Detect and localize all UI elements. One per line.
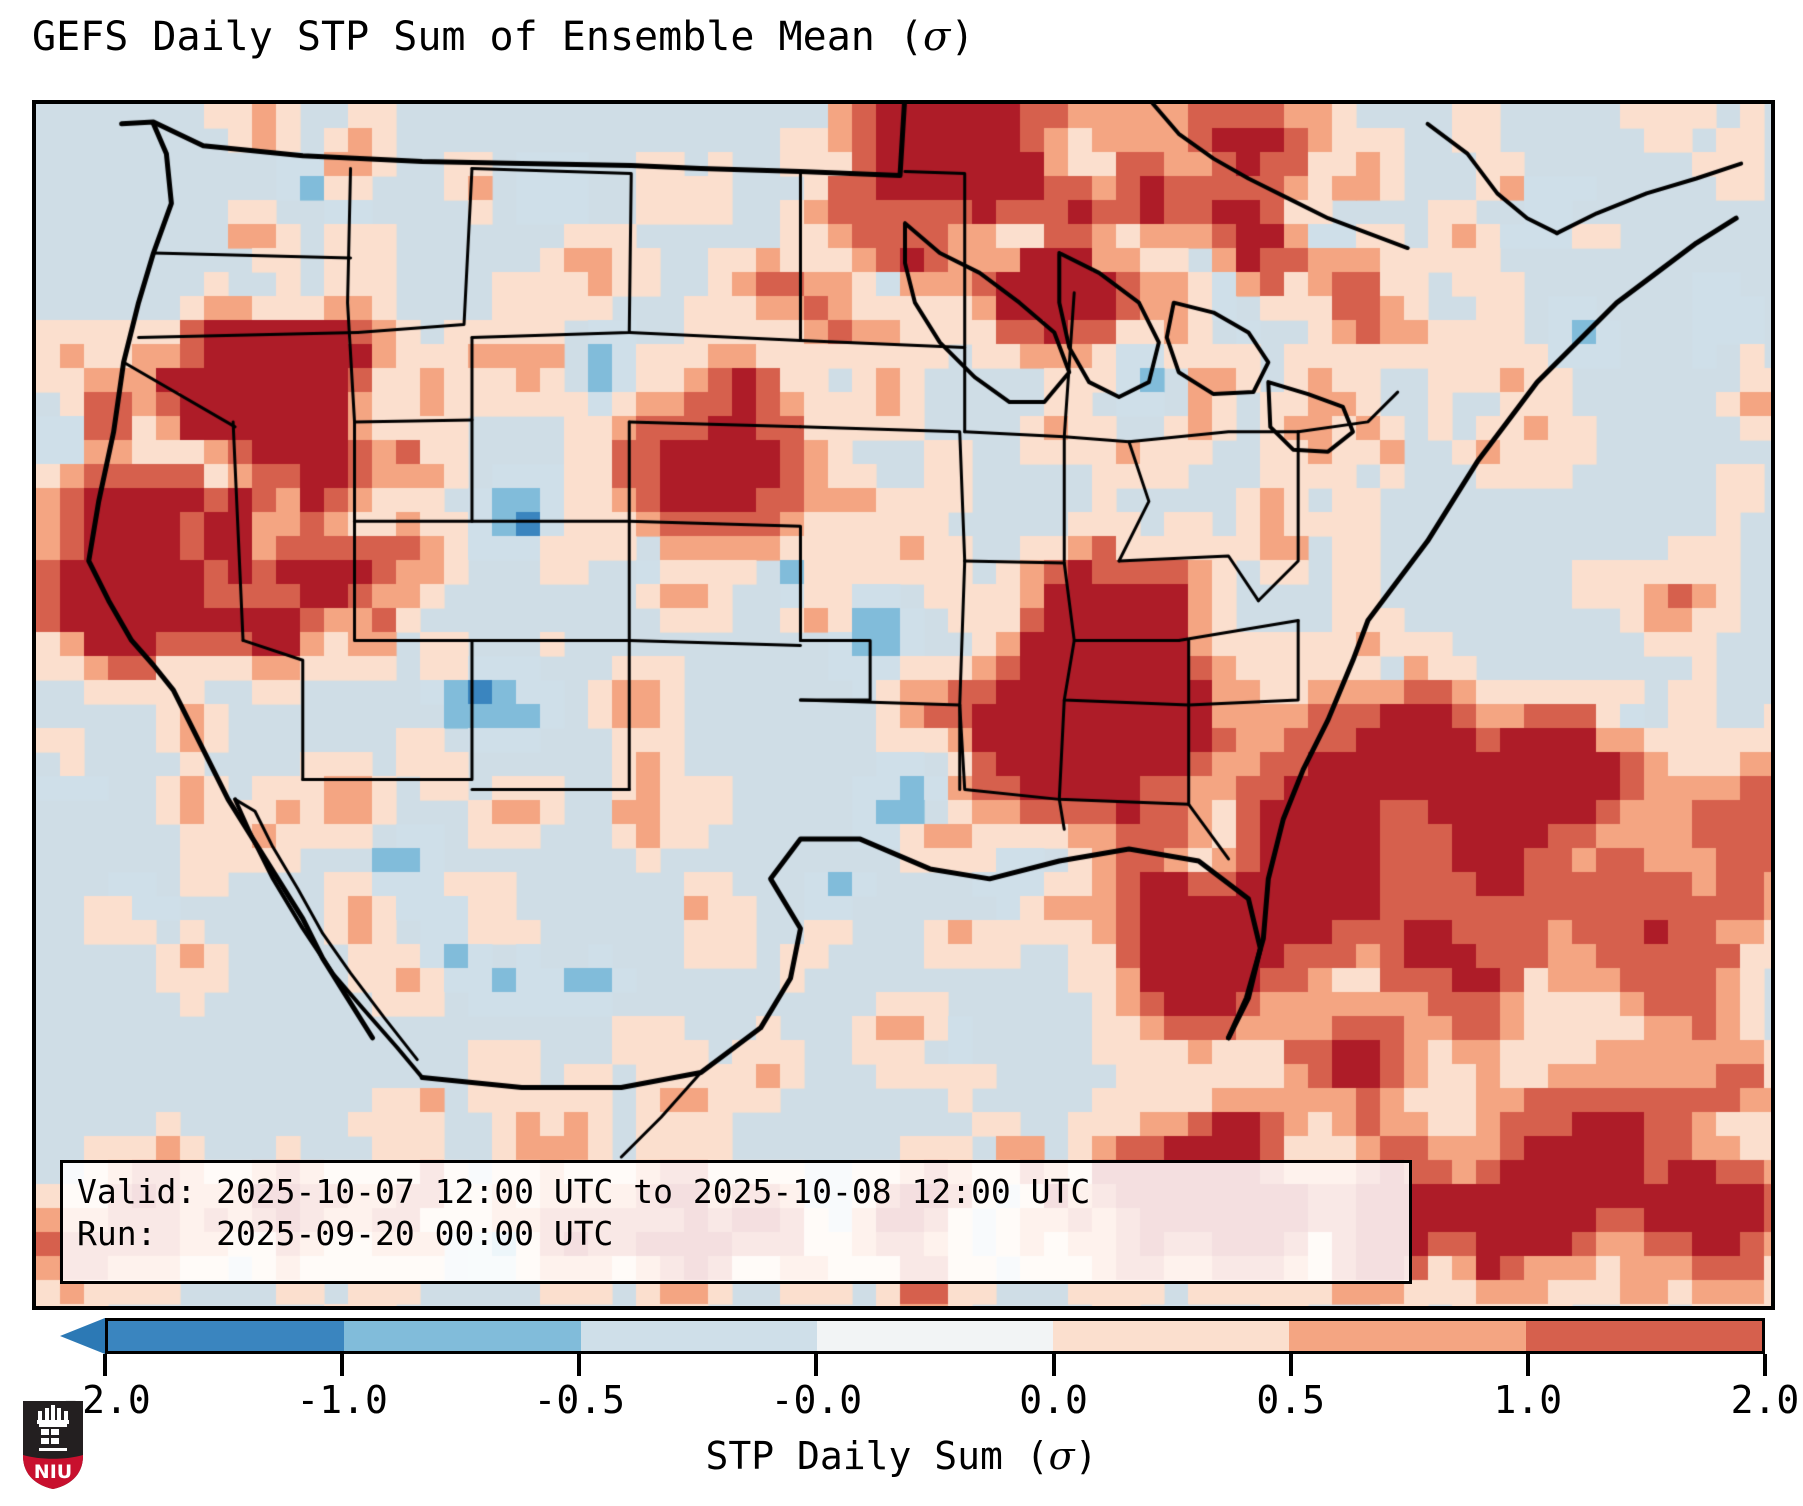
colorbar-tick-0 (103, 1354, 107, 1376)
niu-logo: NIU (20, 1398, 86, 1492)
colorbar-axis-label: STP Daily Sum (σ) (0, 1434, 1803, 1478)
title-text-after: ) (950, 14, 975, 60)
colorbar-segment-4 (1053, 1321, 1290, 1351)
valid-run-infobox: Valid: 2025-10-07 12:00 UTC to 2025-10-0… (60, 1160, 1412, 1284)
colorbar-segment-3 (816, 1321, 1054, 1351)
colorbar-segment-6 (1525, 1321, 1762, 1351)
colorbar-segment-5 (1289, 1321, 1526, 1351)
colorbar-tick-label-5: 0.5 (1256, 1378, 1326, 1422)
colorbar-tick-label-1: -1.0 (296, 1378, 388, 1422)
map-panel[interactable] (32, 100, 1775, 1310)
colorbar-tick-5 (1288, 1354, 1293, 1376)
colorbar-segment-1 (344, 1321, 581, 1351)
colorbar-segment-2 (580, 1321, 817, 1351)
run-line: Run: 2025-09-20 00:00 UTC (77, 1214, 614, 1254)
colorbar-gradient[interactable] (105, 1318, 1765, 1354)
colorbar-tick-1 (340, 1354, 345, 1376)
colorbar-tick-3 (814, 1354, 819, 1376)
title-text-before: GEFS Daily STP Sum of Ensemble Mean ( (32, 14, 924, 60)
colorbar-label-after: ) (1074, 1434, 1098, 1478)
colorbar-tick-label-4: 0.0 (1019, 1378, 1088, 1422)
colorbar-ticks (32, 1354, 1775, 1378)
page-title: GEFS Daily STP Sum of Ensemble Mean (σ) (32, 14, 974, 60)
colorbar-tick-labels: -2.0 -1.0 -0.5 -0.0 0.0 0.5 1.0 2.0 (32, 1378, 1799, 1424)
colorbar-tick-label-7: 2.0 (1730, 1378, 1800, 1422)
valid-line: Valid: 2025-10-07 12:00 UTC to 2025-10-0… (77, 1172, 1091, 1211)
colorbar-tick-label-2: -0.5 (533, 1378, 626, 1422)
colorbar-tick-4 (1051, 1354, 1056, 1376)
colorbar-tick-6 (1525, 1354, 1530, 1376)
colorbar-label-sigma: σ (1048, 1434, 1075, 1478)
colorbar-segment-0 (108, 1321, 345, 1351)
colorbar-tick-label-3: -0.0 (770, 1378, 863, 1422)
colorbar-tick-2 (577, 1354, 582, 1376)
colorbar-tick-label-6: 1.0 (1493, 1378, 1563, 1422)
niu-logo-shield: NIU (23, 1401, 83, 1489)
colorbar-label-before: STP Daily Sum ( (705, 1434, 1049, 1478)
title-sigma: σ (923, 14, 951, 60)
colorbar-container[interactable] (32, 1318, 1775, 1358)
colorbar-extend-low-arrow (60, 1318, 105, 1354)
colorbar-tick-7 (1763, 1354, 1767, 1376)
map-heatmap-canvas[interactable] (36, 104, 1771, 1306)
niu-logo-text: NIU (34, 1461, 72, 1483)
